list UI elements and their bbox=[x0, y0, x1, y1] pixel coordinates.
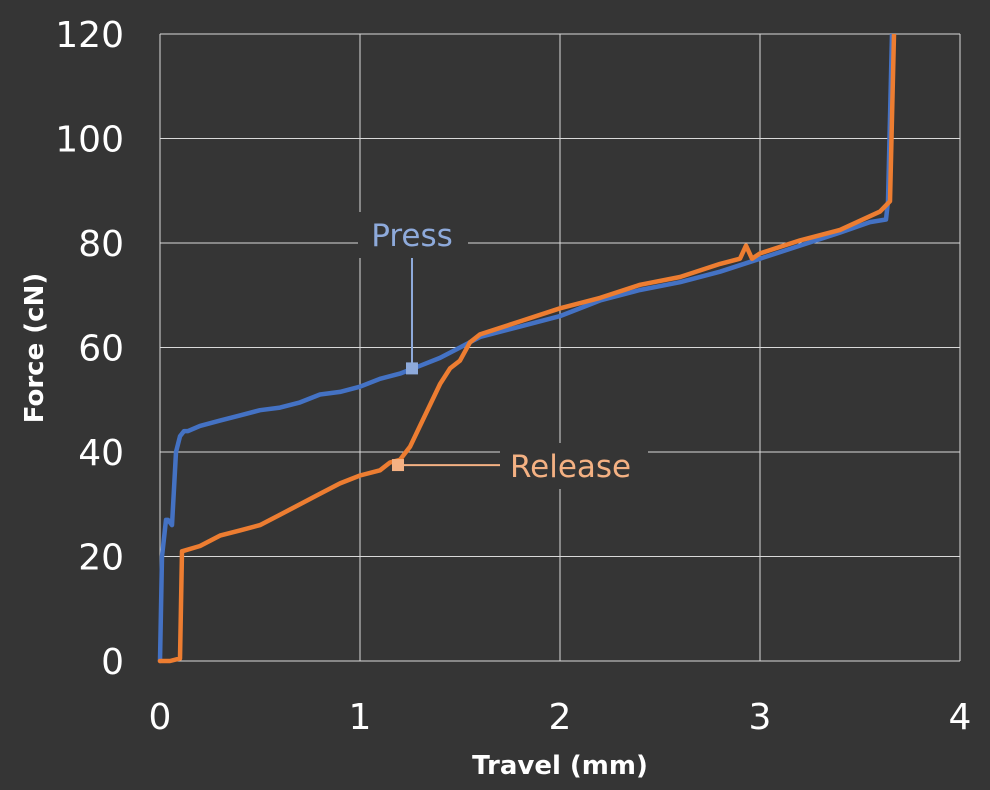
x-tick-label: 3 bbox=[749, 697, 772, 738]
y-tick-label: 100 bbox=[55, 120, 124, 161]
x-tick-label: 4 bbox=[949, 697, 972, 738]
release-marker bbox=[392, 459, 404, 472]
x-tick-label: 2 bbox=[549, 697, 572, 738]
release-label-bg bbox=[500, 443, 648, 489]
release-label: Release bbox=[510, 449, 631, 485]
grid bbox=[159, 33, 961, 662]
series-line-press bbox=[157, 34, 895, 664]
x-axis-title: Travel (mm) bbox=[472, 751, 648, 781]
press-marker bbox=[406, 362, 418, 375]
press-label: Press bbox=[371, 218, 453, 254]
y-axis-title: Force (cN) bbox=[20, 273, 50, 423]
callouts: Press Release bbox=[358, 212, 648, 489]
x-tick-label: 0 bbox=[149, 697, 172, 738]
y-axis-ticks: 0 20 40 60 80 100 120 bbox=[55, 15, 124, 683]
y-tick-label: 120 bbox=[55, 15, 124, 56]
series-lines bbox=[157, 34, 897, 664]
y-tick-label: 40 bbox=[78, 433, 124, 474]
x-axis-ticks: 0 1 2 3 4 bbox=[149, 697, 972, 738]
y-tick-label: 20 bbox=[78, 538, 124, 579]
y-tick-label: 80 bbox=[78, 224, 124, 265]
series-line-release bbox=[157, 34, 897, 664]
y-tick-label: 60 bbox=[78, 329, 124, 370]
y-tick-label: 0 bbox=[101, 642, 124, 683]
press-label-bg bbox=[358, 212, 468, 258]
x-tick-label: 1 bbox=[349, 697, 372, 738]
